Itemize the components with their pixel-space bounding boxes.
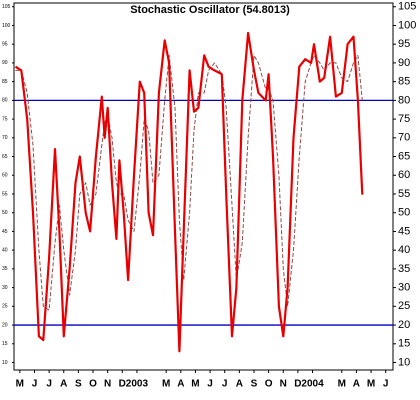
y-tick-label: 95	[398, 38, 410, 50]
x-tick-label: A	[60, 379, 67, 390]
y-tick-label: 45	[398, 225, 410, 237]
x-tick-label: 2003	[126, 379, 149, 390]
y-tick-label-left: 105	[2, 4, 11, 10]
y-tick-label: 25	[398, 300, 410, 312]
x-tick-label: M	[191, 379, 199, 390]
y-tick-label: 35	[398, 263, 410, 275]
x-tick-label: 2004	[301, 379, 324, 390]
series-line	[15, 54, 363, 311]
y-tick-label: 80	[398, 94, 410, 106]
y-tick-label: 40	[398, 244, 410, 256]
x-tick-label: S	[251, 379, 258, 390]
x-tick-label: D	[119, 379, 126, 390]
x-tick-label: M	[338, 379, 346, 390]
x-tick-label: N	[280, 379, 287, 390]
x-tick-label: M	[16, 379, 24, 390]
x-tick-label: M	[367, 379, 375, 390]
y-tick-label-left: 60	[2, 173, 8, 179]
y-tick-label: 55	[398, 188, 410, 200]
x-tick-label: J	[222, 379, 228, 390]
y-tick-label-left: 30	[2, 285, 8, 291]
x-tick-label: A	[236, 379, 243, 390]
y-tick-label: 15	[398, 338, 410, 350]
y-tick-label-left: 50	[2, 210, 8, 216]
x-tick-label: N	[104, 379, 111, 390]
series-line	[14, 31, 364, 353]
y-tick-label-left: 95	[2, 42, 8, 48]
y-tick-label: 105	[398, 1, 416, 13]
y-tick-label-left: 10	[2, 360, 8, 366]
y-tick-label-left: 90	[2, 60, 8, 66]
x-tick-label: A	[177, 379, 184, 390]
y-tick-label: 70	[398, 132, 410, 144]
y-tick-label-left: 75	[2, 116, 8, 122]
y-tick-label-left: 20	[2, 322, 8, 328]
x-tick-label: O	[89, 379, 97, 390]
x-tick-label: A	[353, 379, 360, 390]
chart-title: Stochastic Oscillator (54.8013)	[130, 4, 290, 16]
x-tick-label: O	[265, 379, 273, 390]
y-tick-label: 30	[398, 282, 410, 294]
y-tick-label-left: 15	[2, 341, 8, 347]
y-tick-label-left: 85	[2, 79, 8, 85]
y-tick-label: 10	[398, 356, 410, 368]
y-tick-label-left: 65	[2, 154, 8, 160]
y-tick-label-left: 70	[2, 135, 8, 141]
y-tick-label-left: 100	[2, 23, 11, 29]
y-tick-label-left: 25	[2, 304, 8, 310]
y-tick-label-left: 80	[2, 98, 8, 104]
y-tick-label: 20	[398, 319, 410, 331]
y-tick-label-left: 35	[2, 266, 8, 272]
y-tick-label: 85	[398, 76, 410, 88]
y-tick-label: 75	[398, 113, 410, 125]
y-tick-label: 65	[398, 150, 410, 162]
x-tick-label: S	[75, 379, 82, 390]
x-tick-label: J	[383, 379, 389, 390]
y-tick-label: 50	[398, 207, 410, 219]
y-tick-label-left: 45	[2, 229, 8, 235]
y-tick-label: 90	[398, 57, 410, 69]
x-tick-label: J	[46, 379, 52, 390]
x-tick-label: J	[32, 379, 38, 390]
x-tick-label: D	[294, 379, 301, 390]
y-tick-label-left: 55	[2, 191, 8, 197]
y-tick-label-left: 40	[2, 247, 8, 253]
y-tick-label: 60	[398, 169, 410, 181]
y-tick-label: 100	[398, 19, 416, 31]
x-tick-label: J	[207, 379, 213, 390]
x-tick-label: M	[162, 379, 170, 390]
